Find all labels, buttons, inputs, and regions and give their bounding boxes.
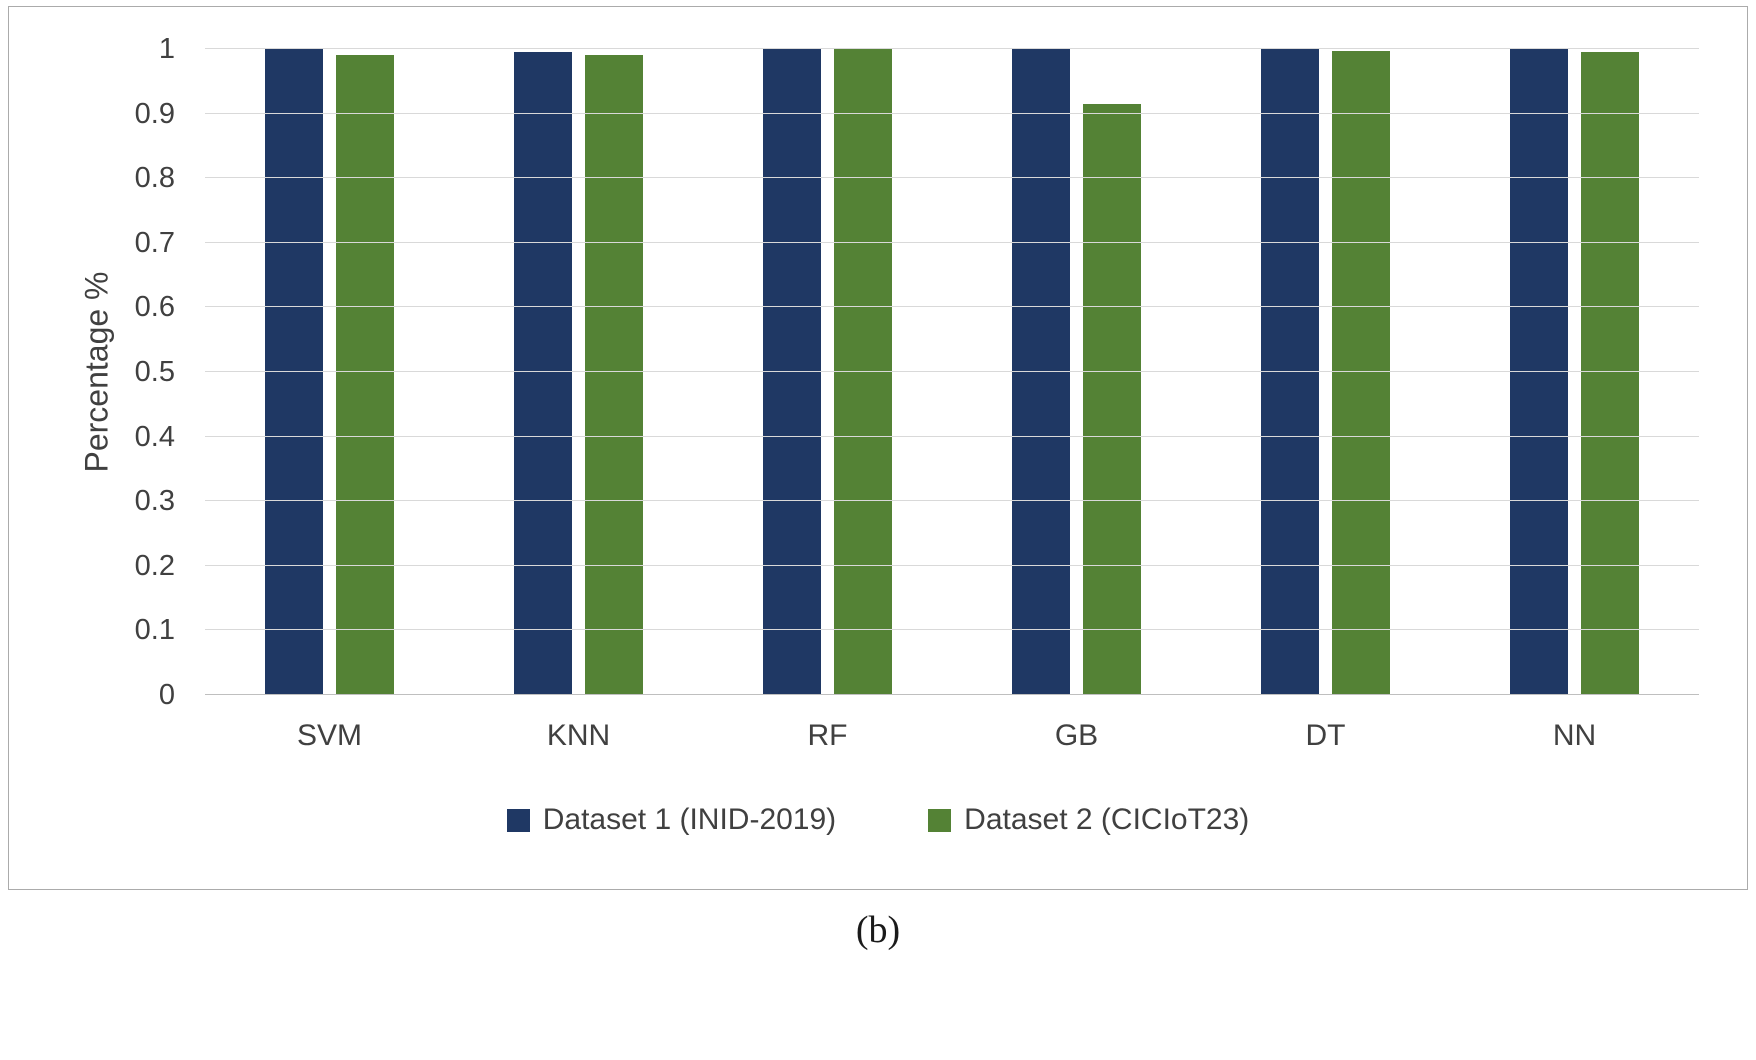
bar-series-1 bbox=[1261, 49, 1319, 695]
legend-label: Dataset 1 (INID-2019) bbox=[542, 803, 837, 836]
bar-group bbox=[205, 49, 454, 695]
x-axis-category-label: KNN bbox=[546, 719, 611, 752]
bar-group bbox=[1450, 49, 1699, 695]
legend-swatch bbox=[506, 808, 530, 832]
x-axis-category-label: GB bbox=[1054, 719, 1099, 752]
y-tick-label: 0.4 bbox=[134, 420, 175, 453]
bar-group bbox=[703, 49, 952, 695]
x-axis-category-label: SVM bbox=[296, 719, 362, 752]
y-tick-label: 0.2 bbox=[134, 549, 175, 582]
gridline bbox=[205, 177, 1699, 179]
figure-panel: Percentage % 0 0.1 0.2 0.3 0.4 0.5 0.6 0.7 0.8 0.… bbox=[8, 6, 1748, 890]
y-tick-label: 0.7 bbox=[134, 226, 175, 259]
x-axis-labels: SVM KNN RF GB DT NN bbox=[205, 719, 1699, 753]
gridline bbox=[205, 629, 1699, 631]
bar-group bbox=[952, 49, 1201, 695]
bar-series-2 bbox=[336, 55, 394, 695]
y-axis-ticks: 0 0.1 0.2 0.3 0.4 0.5 0.6 0.7 0.8 0.9 1 bbox=[9, 33, 189, 711]
y-tick-label: 0.9 bbox=[134, 97, 175, 130]
gridline bbox=[205, 564, 1699, 566]
y-tick-label: 0.5 bbox=[134, 356, 175, 388]
legend-label: Dataset 2 (CICIoT23) bbox=[964, 803, 1250, 836]
gridline bbox=[205, 48, 1699, 49]
bar-series-2 bbox=[1332, 50, 1390, 695]
legend-item: Dataset 2 (CICIoT23) bbox=[928, 803, 1249, 837]
y-tick-label: 0 bbox=[158, 679, 175, 711]
legend: Dataset 1 (INID-2019) Dataset 2 (CICIoT23… bbox=[9, 803, 1747, 837]
x-axis-line bbox=[205, 694, 1699, 695]
y-tick-label: 0.8 bbox=[134, 162, 175, 195]
gridline bbox=[205, 435, 1699, 437]
bars-row bbox=[205, 49, 1699, 695]
bar-series-1 bbox=[763, 49, 821, 695]
legend-item: Dataset 1 (INID-2019) bbox=[506, 803, 837, 837]
y-tick-label: 0.6 bbox=[134, 291, 175, 324]
y-tick-label: 0.1 bbox=[134, 614, 175, 647]
y-tick-label: 1 bbox=[158, 33, 175, 65]
plot-area bbox=[205, 48, 1699, 695]
bar-series-2 bbox=[834, 49, 892, 695]
bar-series-1 bbox=[514, 52, 572, 695]
gridline bbox=[205, 500, 1699, 502]
x-axis-category-label: NN bbox=[1552, 719, 1597, 752]
x-axis-category-label: RF bbox=[807, 719, 848, 752]
gridline bbox=[205, 306, 1699, 308]
figure-caption: (b) bbox=[855, 909, 901, 951]
gridline bbox=[205, 112, 1699, 114]
x-axis-category-label: DT bbox=[1305, 719, 1346, 752]
gridline bbox=[205, 371, 1699, 372]
y-tick-label: 0.3 bbox=[134, 485, 175, 518]
bar-series-1 bbox=[265, 49, 323, 695]
bar-series-2 bbox=[1083, 103, 1141, 695]
bar-series-1 bbox=[1012, 49, 1070, 695]
bar-group bbox=[1201, 49, 1450, 695]
bar-group bbox=[454, 49, 703, 695]
legend-swatch bbox=[928, 808, 952, 832]
gridline bbox=[205, 241, 1699, 243]
bar-series-2 bbox=[585, 55, 643, 695]
bar-series-2 bbox=[1581, 52, 1639, 695]
bar-series-1 bbox=[1510, 49, 1568, 695]
